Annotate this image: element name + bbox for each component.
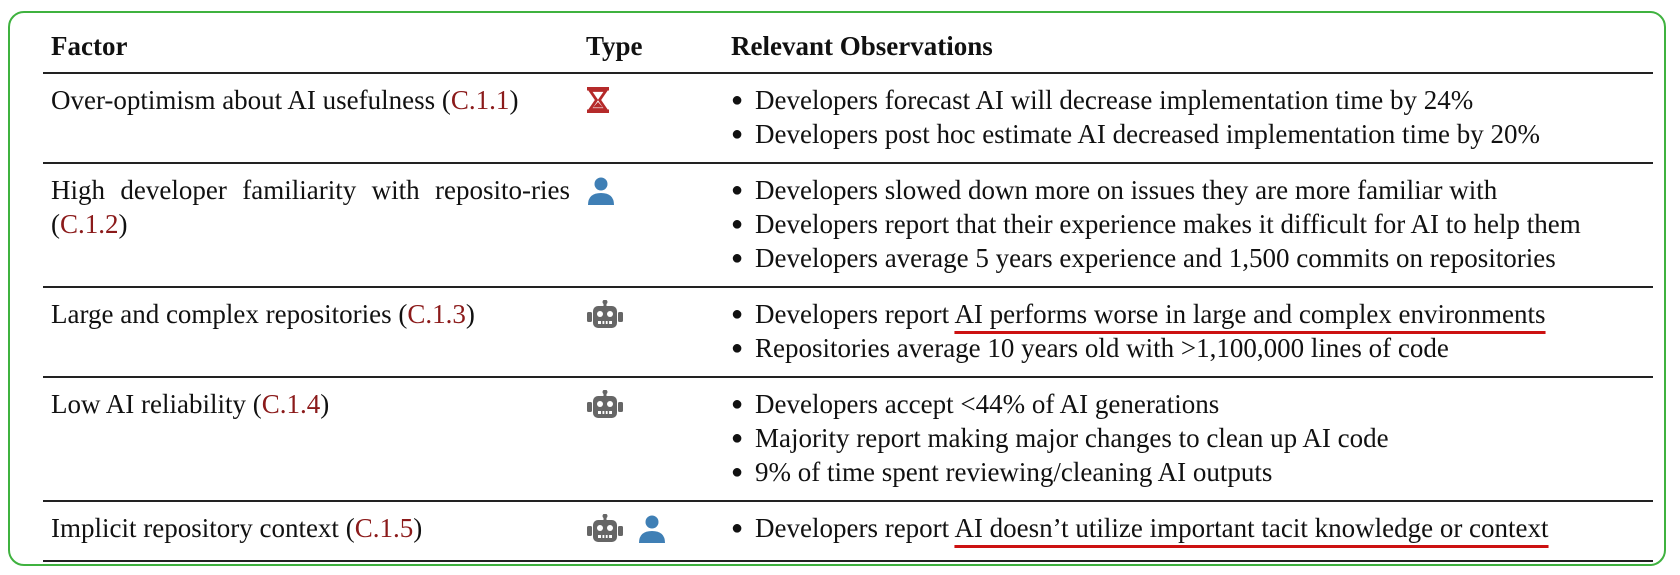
factors-table: Factor Type Relevant Observations Over-o…: [43, 20, 1653, 562]
section-ref-link[interactable]: C.1.2: [60, 209, 119, 239]
person-icon: [638, 515, 665, 543]
table-row: Low AI reliability (C.1.4): [43, 377, 1653, 502]
person-icon: [588, 177, 614, 205]
section-ref-link[interactable]: C.1.3: [407, 299, 466, 329]
section-ref-link[interactable]: C.1.5: [354, 513, 414, 543]
factor-text: Large and complex repositories: [51, 299, 392, 329]
observation-item: Developers report AI performs worse in l…: [731, 297, 1645, 331]
observations-cell: Developers report AI doesn’t utilize imp…: [723, 501, 1653, 562]
type-cell: [578, 377, 723, 502]
observation-item: Developers accept <44% of AI generations: [731, 387, 1645, 421]
table-row: High developer familiarity with reposito…: [43, 163, 1653, 288]
factor-text: Low AI reliability: [51, 389, 246, 419]
hourglass-icon: [587, 87, 609, 113]
section-ref-link[interactable]: C.1.4: [261, 389, 321, 419]
observations-cell: Developers forecast AI will decrease imp…: [723, 73, 1653, 164]
observation-item: Developers post hoc estimate AI decrease…: [731, 117, 1645, 151]
observation-prefix: Developers report: [755, 299, 955, 329]
table-row: Implicit repository context (C.1.5): [43, 501, 1653, 562]
observation-item: Developers average 5 years experience an…: [731, 241, 1645, 275]
observation-item: 9% of time spent reviewing/cleaning AI o…: [731, 455, 1645, 489]
header-type: Type: [578, 20, 723, 74]
robot-icon: [587, 300, 623, 328]
highlighted-observation: AI doesn’t utilize important tacit knowl…: [954, 513, 1549, 543]
observations-cell: Developers report AI performs worse in l…: [723, 287, 1653, 378]
observation-prefix: Developers report: [755, 513, 955, 543]
factor-cell: High developer familiarity with reposito…: [43, 163, 578, 288]
factor-cell: Low AI reliability (C.1.4): [43, 377, 578, 502]
type-cell: [578, 501, 723, 562]
type-cell: [578, 163, 723, 288]
header-factor: Factor: [43, 20, 578, 74]
table-frame: [8, 11, 1666, 566]
factor-cell: Over-optimism about AI usefulness (C.1.1…: [43, 73, 578, 164]
observation-item: Repositories average 10 years old with >…: [731, 331, 1645, 365]
observation-item: Majority report making major changes to …: [731, 421, 1645, 455]
observations-cell: Developers accept <44% of AI generations…: [723, 377, 1653, 502]
factor-text: Implicit repository context: [51, 513, 339, 543]
table-header-row: Factor Type Relevant Observations: [43, 20, 1653, 74]
observation-item: Developers report that their experience …: [731, 207, 1645, 241]
section-ref-link[interactable]: C.1.1: [450, 85, 510, 115]
type-cell: [578, 73, 723, 164]
factor-text: Over-optimism about AI usefulness: [51, 85, 436, 115]
type-cell: [578, 287, 723, 378]
table-row: Large and complex repositories (C.1.3): [43, 287, 1653, 378]
observations-cell: Developers slowed down more on issues th…: [723, 163, 1653, 288]
observation-item: Developers slowed down more on issues th…: [731, 173, 1645, 207]
observation-item: Developers forecast AI will decrease imp…: [731, 83, 1645, 117]
robot-icon: [587, 390, 623, 418]
factor-text: High developer familiarity with reposito…: [51, 175, 570, 205]
observation-item: Developers report AI doesn’t utilize imp…: [731, 511, 1645, 545]
factor-cell: Implicit repository context (C.1.5): [43, 501, 578, 562]
header-observations: Relevant Observations: [723, 20, 1653, 74]
table-row: Over-optimism about AI usefulness (C.1.1…: [43, 73, 1653, 164]
highlighted-observation: AI performs worse in large and complex e…: [954, 299, 1546, 329]
factor-cell: Large and complex repositories (C.1.3): [43, 287, 578, 378]
robot-icon: [587, 514, 623, 542]
